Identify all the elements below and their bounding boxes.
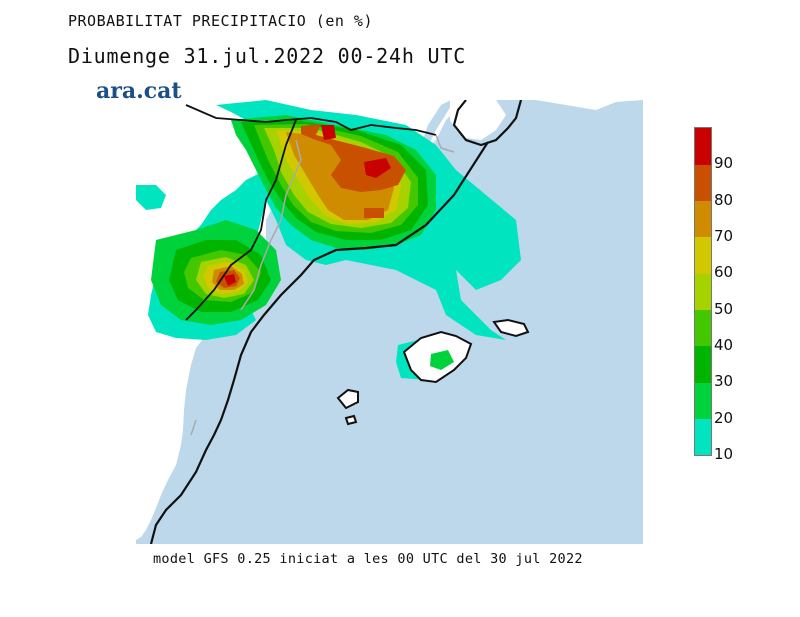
- colorbar-tick-label: 60: [714, 263, 734, 282]
- colorbar-segment: [695, 128, 711, 165]
- colorbar-segment: [695, 346, 711, 383]
- colorbar-tick-label: 30: [714, 372, 734, 391]
- colorbar-tick-label: 40: [714, 336, 734, 354]
- colorbar-segment: [695, 309, 711, 347]
- precip-zone-10b: [136, 185, 166, 210]
- colorbar-segment: [695, 418, 711, 456]
- colorbar-segment: [695, 164, 711, 202]
- precip-zone-90c: [224, 274, 236, 286]
- island-formentera: [344, 414, 358, 426]
- map-subtitle: Diumenge 31.jul.2022 00-24h UTC: [68, 44, 467, 68]
- colorbar-segment: [695, 200, 711, 238]
- precip-zone-80b: [364, 208, 384, 218]
- precipitation-map: [136, 100, 643, 544]
- brand-logo[interactable]: ara.cat: [96, 78, 182, 104]
- precip-colorbar: [694, 127, 712, 456]
- country-border: [185, 104, 437, 321]
- colorbar-tick-label: 20: [714, 408, 734, 427]
- precip-zone-90b: [364, 158, 391, 178]
- island-menorca: [492, 318, 530, 338]
- mallorca-precip: [430, 350, 454, 370]
- land-france-coast: [450, 100, 506, 140]
- colorbar-tick-label: 10: [714, 445, 734, 463]
- colorbar-tick-label: 50: [714, 299, 734, 318]
- colorbar-tick-label: 80: [714, 190, 734, 209]
- island-ibiza: [336, 388, 359, 410]
- colorbar-tick-label: 90: [714, 154, 734, 173]
- colorbar-segment: [695, 237, 711, 274]
- model-info: model GFS 0.25 iniciat a les 00 UTC del …: [153, 551, 583, 567]
- precip-zone-90: [321, 125, 336, 140]
- colorbar-segment: [695, 273, 711, 311]
- colorbar-segment: [695, 382, 711, 420]
- regional-border: [190, 134, 455, 436]
- map-title: PROBABILITAT PRECIPITACIO (en %): [68, 12, 373, 30]
- coastline: [149, 100, 523, 544]
- colorbar-tick-label: 70: [714, 227, 734, 245]
